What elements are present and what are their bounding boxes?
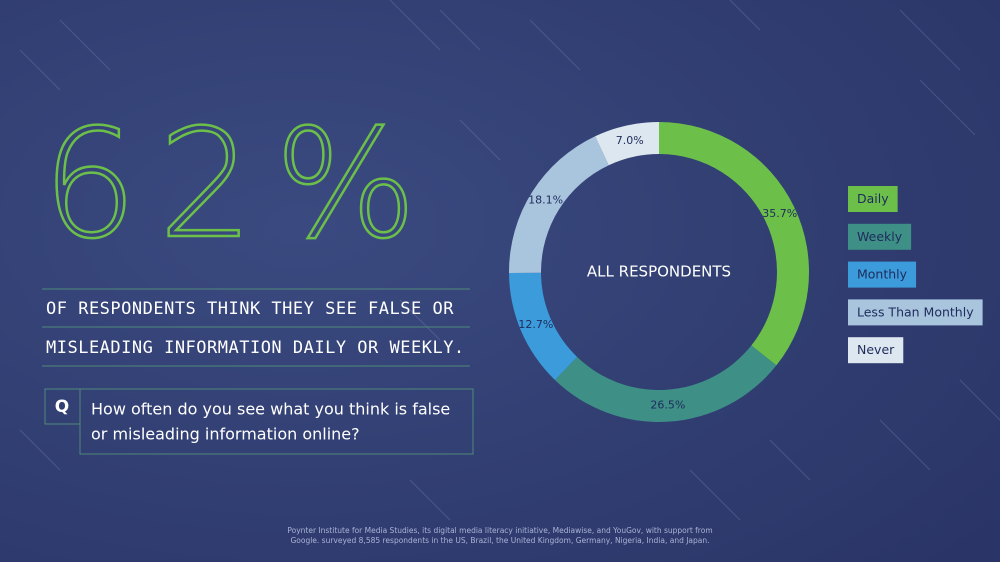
legend-label: Less Than Monthly [857, 304, 974, 319]
legend-swatch [848, 299, 983, 326]
value-label: 26.5% [650, 399, 685, 412]
question: How often do you see what you think is f… [91, 400, 450, 419]
question-marker-box [44, 388, 81, 425]
source: Google. surveyed 8,585 respondents in th… [290, 536, 709, 545]
legend-swatch [848, 223, 912, 250]
question: or misleading information online? [91, 425, 360, 444]
legend-label: Weekly [857, 229, 903, 244]
legend-swatch [848, 261, 917, 288]
headline: 62% [42, 98, 417, 272]
legend-swatch [848, 337, 904, 364]
legend-swatch [848, 186, 898, 212]
donut-slice [509, 136, 609, 273]
legend-label: Never [857, 342, 895, 357]
source: Poynter Institute for Media Studies, its… [287, 526, 712, 535]
donut-slice [659, 122, 809, 366]
value-label: 18.1% [528, 194, 563, 207]
value-label: 7.0% [616, 134, 644, 147]
legend-label: Daily [857, 191, 889, 206]
legend-label: Monthly [857, 267, 908, 282]
donut-slice [554, 345, 777, 422]
question-marker: Q [55, 397, 69, 417]
value-label: 12.7% [518, 318, 553, 331]
donut-slice [509, 272, 578, 381]
value-label: 35.7% [762, 207, 797, 220]
center-label: ALL RESPONDENTS [587, 263, 731, 281]
subtitle: MISLEADING INFORMATION DAILY OR WEEKLY. [46, 338, 465, 358]
decor-lines [19, 0, 1000, 521]
donut-slice [595, 122, 659, 166]
subtitle: OF RESPONDENTS THINK THEY SEE FALSE OR [46, 299, 454, 319]
